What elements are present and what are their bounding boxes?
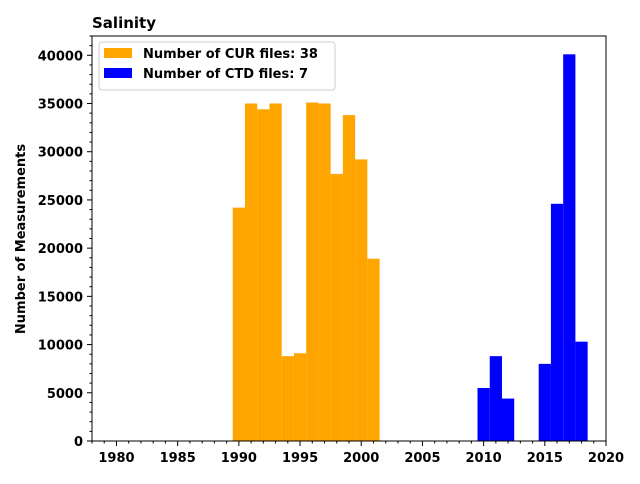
x-tick-label: 2005 bbox=[404, 451, 440, 466]
bar-cur-1997 bbox=[318, 103, 331, 441]
legend-swatch-cur bbox=[104, 48, 132, 58]
bar-ctd-2015 bbox=[538, 363, 551, 441]
legend-swatch-ctd bbox=[104, 68, 132, 78]
bars-group bbox=[232, 54, 588, 442]
bar-cur-1994 bbox=[281, 356, 294, 441]
bar-cur-1999 bbox=[342, 115, 356, 442]
y-tick-label: 15000 bbox=[38, 290, 83, 305]
bar-cur-1998 bbox=[330, 173, 343, 441]
y-tick-label: 20000 bbox=[38, 242, 83, 257]
x-tick-label: 1980 bbox=[98, 451, 134, 466]
y-tick-label: 30000 bbox=[38, 146, 83, 161]
bar-cur-1995 bbox=[293, 353, 307, 441]
bar-cur-1990 bbox=[232, 207, 245, 441]
x-tick-label: 2010 bbox=[466, 451, 502, 466]
axes-group: 1980 1985 1990 1995 2000 2005 2010 2015 2020 0 500… bbox=[38, 35, 624, 466]
x-tick-label: 2000 bbox=[343, 451, 379, 466]
legend-label-cur: Number of CUR files: 38 bbox=[143, 47, 318, 62]
bar-cur-1992 bbox=[257, 109, 270, 442]
bar-ctd-2017 bbox=[563, 54, 576, 441]
x-tick-label: 1985 bbox=[160, 451, 196, 466]
bar-cur-1996 bbox=[306, 102, 319, 442]
x-tick-label: 2020 bbox=[588, 451, 624, 466]
x-tick-label: 1995 bbox=[282, 451, 318, 466]
x-tick-label: 1990 bbox=[221, 451, 257, 466]
x-tick-label: 2015 bbox=[527, 451, 563, 466]
y-tick-label: 0 bbox=[74, 435, 83, 450]
y-tick-label: 35000 bbox=[38, 98, 83, 113]
bar-cur-1991 bbox=[244, 103, 258, 441]
bar-cur-1993 bbox=[269, 103, 282, 441]
bar-cur-2001 bbox=[367, 258, 380, 441]
bar-ctd-2018 bbox=[575, 341, 588, 441]
chart-title: Salinity bbox=[92, 14, 156, 32]
bar-ctd-2016 bbox=[550, 203, 564, 441]
bar-ctd-2011 bbox=[489, 356, 502, 441]
y-tick-label: 10000 bbox=[38, 339, 83, 354]
y-tick-label: 25000 bbox=[38, 194, 83, 209]
bar-cur-2000 bbox=[355, 159, 368, 441]
legend-label-ctd: Number of CTD files: 7 bbox=[143, 67, 308, 82]
y-tick-label: 5000 bbox=[47, 387, 83, 402]
legend-box bbox=[98, 41, 336, 91]
y-tick-label: 40000 bbox=[38, 49, 83, 64]
y-axis-label: Number of Measurements bbox=[14, 144, 29, 334]
bar-ctd-2012 bbox=[501, 398, 515, 441]
legend: Number of CUR files: 38 Number of CTD fil… bbox=[98, 41, 336, 91]
bar-ctd-2010 bbox=[477, 387, 490, 441]
